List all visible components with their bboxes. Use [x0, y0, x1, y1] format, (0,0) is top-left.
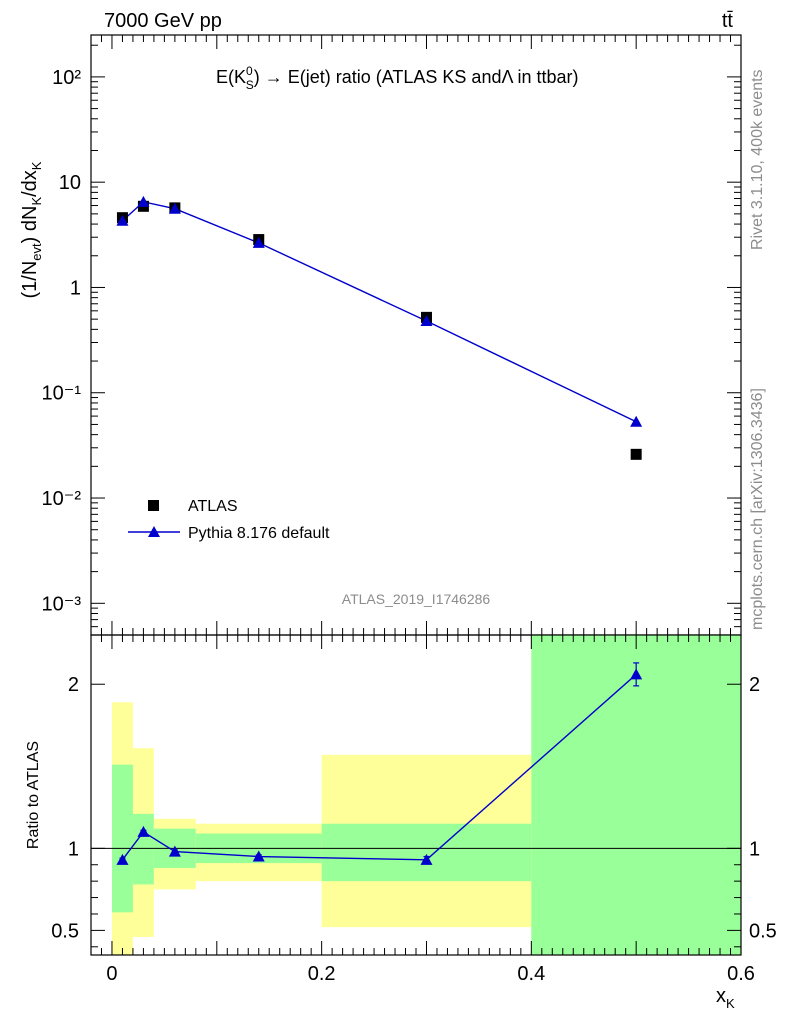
legend-atlas-label: ATLAS — [188, 498, 238, 515]
ratio-uncertainty-bands — [111, 635, 741, 955]
ratio-pythia-point — [137, 825, 150, 837]
pythia-line — [121, 201, 637, 423]
legend-pythia-marker — [148, 526, 160, 537]
ratio-y-tick-label-right: 2 — [749, 674, 760, 696]
atlas-point — [630, 448, 642, 460]
ratio-series-group — [116, 662, 643, 865]
ratio-y-axis: 0.5 0.5 1 1 2 2 — [51, 674, 777, 948]
legend-atlas-marker — [148, 500, 159, 511]
chart-title: E(K0 S) → E(jet) ratio (ATLAS KS andΛ in … — [216, 64, 579, 92]
ratio-pythia-point — [252, 850, 265, 862]
ratio-y-tick-label: 1 — [68, 838, 79, 860]
ratio-x-axis: 0 0.2 0.4 0.6 — [90, 635, 755, 985]
main-x-axis-ticks — [90, 35, 742, 635]
main-panel: 10⁻³ 10⁻² 10⁻¹ 1 10 10² (1/Nevt) dNK/dxK E(K0… — [19, 34, 742, 636]
ratio-panel: 0.5 0.5 1 1 2 2 0 0.2 0.4 0.6 Ratio to ATLAS xK — [25, 634, 777, 1011]
ratio-y-axis-label: Ratio to ATLAS — [25, 741, 42, 849]
ratio-y-tick-label-right: 1 — [749, 838, 760, 860]
ratio-stat-uncertainty-band — [132, 813, 154, 885]
ratio-y-tick-label: 2 — [68, 674, 79, 696]
watermark: ATLAS_2019_I1746286 — [342, 591, 491, 607]
pythia-point — [137, 195, 150, 207]
legend-pythia-label: Pythia 8.176 default — [188, 525, 330, 542]
ratio-x-tick-label: 0.4 — [517, 963, 545, 985]
ratio-pythia-point — [420, 853, 433, 865]
main-y-tick-label: 10⁻¹ — [42, 383, 82, 405]
pythia-point — [630, 415, 643, 427]
ratio-x-tick-label: 0.6 — [727, 963, 755, 985]
rivet-label: Rivet 3.1.10, 400k events — [749, 69, 766, 250]
ratio-pythia-point — [630, 668, 643, 680]
energy-label: 7000 GeV pp — [104, 10, 222, 32]
pythia-point — [168, 202, 181, 214]
ratio-pythia-point — [168, 845, 181, 857]
main-y-tick-label: 10² — [52, 67, 81, 89]
main-plot-frame — [90, 34, 742, 636]
ratio-pythia-point — [116, 853, 129, 865]
ratio-stat-uncertainty-band — [111, 764, 133, 913]
ratio-stat-uncertainty-band — [531, 635, 741, 955]
main-y-tick-label: 10 — [59, 172, 81, 194]
main-y-axis: 10⁻³ 10⁻² 10⁻¹ 1 10 10² — [42, 44, 741, 636]
mcplots-label: mcplots.cern.ch [arXiv:1306.3436] — [749, 388, 766, 630]
pythia-point — [252, 236, 265, 248]
ratio-stat-uncertainty-band — [321, 823, 532, 882]
ratio-x-tick-label: 0.2 — [308, 963, 336, 985]
ratio-y-tick-label: 0.5 — [51, 920, 79, 942]
pythia-point — [116, 214, 129, 226]
main-y-tick-label: 10⁻² — [42, 488, 82, 510]
main-y-axis-label: (1/Nevt) dNK/dxK — [19, 161, 44, 298]
main-y-tick-label: 10⁻³ — [42, 593, 82, 615]
pythia-point — [420, 315, 433, 327]
main-y-tick-label: 1 — [70, 277, 81, 299]
legend: ATLAS Pythia 8.176 default — [128, 498, 330, 542]
x-axis-label: xK — [716, 985, 735, 1011]
main-series-group — [116, 195, 643, 460]
ratio-x-tick-label: 0 — [106, 963, 117, 985]
process-label: tt̄ — [722, 10, 734, 32]
ratio-y-tick-label-right: 0.5 — [749, 920, 777, 942]
